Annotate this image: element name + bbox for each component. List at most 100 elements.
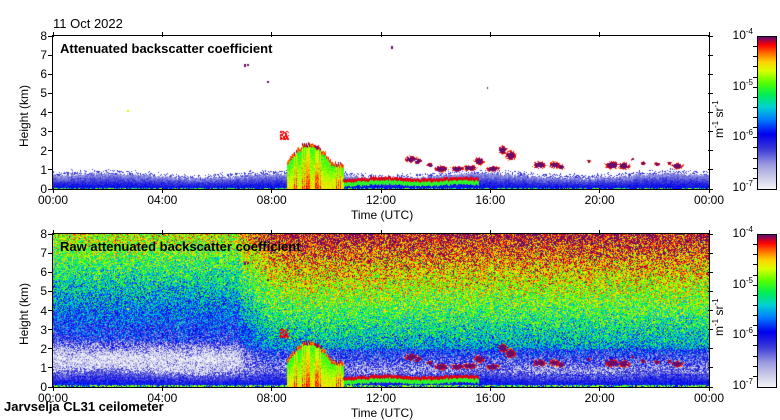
colorbar-tick-label-1: 10-5 xyxy=(732,275,753,291)
x-tick-mark-top xyxy=(52,230,54,235)
x-tick-mark-top xyxy=(708,230,710,235)
x-tick-label-2: 08:00 xyxy=(256,193,287,207)
y-tick-label-7: 7 xyxy=(40,246,47,261)
x-tick-mark xyxy=(271,386,273,391)
x-tick-label-0: 00:00 xyxy=(37,193,69,207)
colorbar-minor-tick xyxy=(753,264,757,266)
colorbar-minor-tick xyxy=(753,86,757,88)
y-tick-mark xyxy=(48,348,53,350)
y-tick-mark xyxy=(48,54,53,56)
y-tick-mark-right xyxy=(708,348,713,350)
y-tick-mark xyxy=(48,310,53,311)
colorbar-gradient xyxy=(757,36,777,190)
colorbar-minor-tick xyxy=(753,304,757,306)
x-tick-mark xyxy=(489,386,491,391)
y-tick-mark xyxy=(48,329,53,331)
x-tick-mark-top xyxy=(708,32,710,37)
panel-title-raw: Raw attenuated backscatter coefficient xyxy=(60,239,301,254)
colorbar-minor-tick xyxy=(753,167,757,169)
x-tick-mark xyxy=(52,188,54,193)
colorbar-tick-label-1: 10-5 xyxy=(732,77,753,93)
panel-title-attenuated: Attenuated backscatter coefficient xyxy=(60,41,273,56)
colorbar-minor-tick xyxy=(753,325,757,327)
y-tick-label-2: 2 xyxy=(40,143,47,158)
colorbar-minor-tick xyxy=(753,284,757,286)
y-tick-label-1: 1 xyxy=(40,162,47,177)
y-tick-mark-right xyxy=(708,310,713,311)
colorbar-minor-tick xyxy=(753,335,757,337)
y-tick-mark-right xyxy=(708,112,713,113)
y-tick-label-0: 0 xyxy=(40,380,47,394)
colorbar-tick-label-2: 10-6 xyxy=(732,326,753,342)
y-tick-mark-right xyxy=(708,329,713,331)
x-axis-title: Time (UTC) xyxy=(351,208,414,222)
x-tick-mark-top xyxy=(599,32,601,37)
x-tick-mark xyxy=(599,188,601,193)
x-tick-mark-top xyxy=(489,230,491,235)
y-tick-mark xyxy=(48,169,53,171)
y-tick-mark-right xyxy=(708,54,713,56)
y-tick-mark-right xyxy=(708,169,713,171)
x-tick-mark-top xyxy=(52,32,54,37)
x-tick-mark-top xyxy=(161,32,163,37)
x-tick-mark xyxy=(708,188,710,193)
y-tick-label-0: 0 xyxy=(40,182,47,196)
colorbar-tick-label-3: 10-7 xyxy=(732,377,753,392)
y-tick-label-4: 4 xyxy=(40,105,47,120)
x-tick-mark xyxy=(52,386,54,391)
colorbar-minor-tick xyxy=(753,177,757,179)
colorbar-minor-tick xyxy=(753,365,757,367)
colorbar-gradient xyxy=(757,234,777,388)
colorbar-minor-tick xyxy=(753,137,757,139)
colorbar-axis-label: m-1 sr-1 xyxy=(711,298,726,336)
x-tick-label-5: 20:00 xyxy=(584,391,615,405)
y-tick-label-2: 2 xyxy=(40,341,47,356)
y-tick-mark-right xyxy=(708,271,713,273)
y-tick-label-5: 5 xyxy=(40,86,47,101)
x-tick-label-1: 04:00 xyxy=(147,391,178,405)
x-tick-label-2: 08:00 xyxy=(256,391,287,405)
y-tick-mark xyxy=(48,386,53,388)
colorbar-minor-tick xyxy=(753,315,757,317)
colorbar-minor-tick xyxy=(753,157,757,159)
colorbar-minor-tick xyxy=(753,355,757,357)
x-tick-mark-top xyxy=(380,230,382,235)
plot-frame-attenuated xyxy=(52,35,710,190)
y-tick-mark-right xyxy=(708,367,713,369)
date-label: 11 Oct 2022 xyxy=(53,16,123,31)
y-tick-mark-right xyxy=(708,290,713,292)
colorbar-minor-tick xyxy=(753,96,757,98)
x-tick-mark-top xyxy=(271,230,273,235)
y-tick-mark xyxy=(48,290,53,292)
x-tick-label-4: 16:00 xyxy=(475,193,506,207)
x-tick-label-0: 00:00 xyxy=(37,391,69,405)
y-tick-mark-right xyxy=(708,188,713,190)
y-tick-mark xyxy=(48,233,53,235)
x-tick-label-3: 12:00 xyxy=(365,391,397,405)
y-tick-mark xyxy=(48,131,53,133)
y-tick-mark-right xyxy=(708,252,713,254)
y-tick-label-8: 8 xyxy=(40,227,47,241)
x-tick-mark xyxy=(161,386,163,391)
colorbar-minor-tick xyxy=(753,244,757,246)
y-tick-label-8: 8 xyxy=(40,29,47,43)
y-tick-mark xyxy=(48,271,53,273)
y-tick-mark-right xyxy=(708,233,713,235)
x-tick-mark xyxy=(271,188,273,193)
colorbar-minor-tick xyxy=(753,345,757,347)
y-tick-mark-right xyxy=(708,131,713,133)
y-tick-mark xyxy=(48,252,53,254)
y-tick-mark-right xyxy=(708,35,713,37)
y-tick-mark xyxy=(48,188,53,190)
y-tick-label-3: 3 xyxy=(40,124,47,139)
x-tick-mark-top xyxy=(599,230,601,235)
colorbar-minor-tick xyxy=(753,127,757,129)
y-tick-mark-right xyxy=(708,92,713,94)
x-tick-mark xyxy=(380,188,382,193)
x-axis-title: Time (UTC) xyxy=(351,406,414,420)
y-tick-label-7: 7 xyxy=(40,48,47,63)
colorbar-minor-tick xyxy=(753,76,757,78)
x-tick-mark xyxy=(489,188,491,193)
y-tick-mark xyxy=(48,112,53,113)
x-tick-mark xyxy=(599,386,601,391)
